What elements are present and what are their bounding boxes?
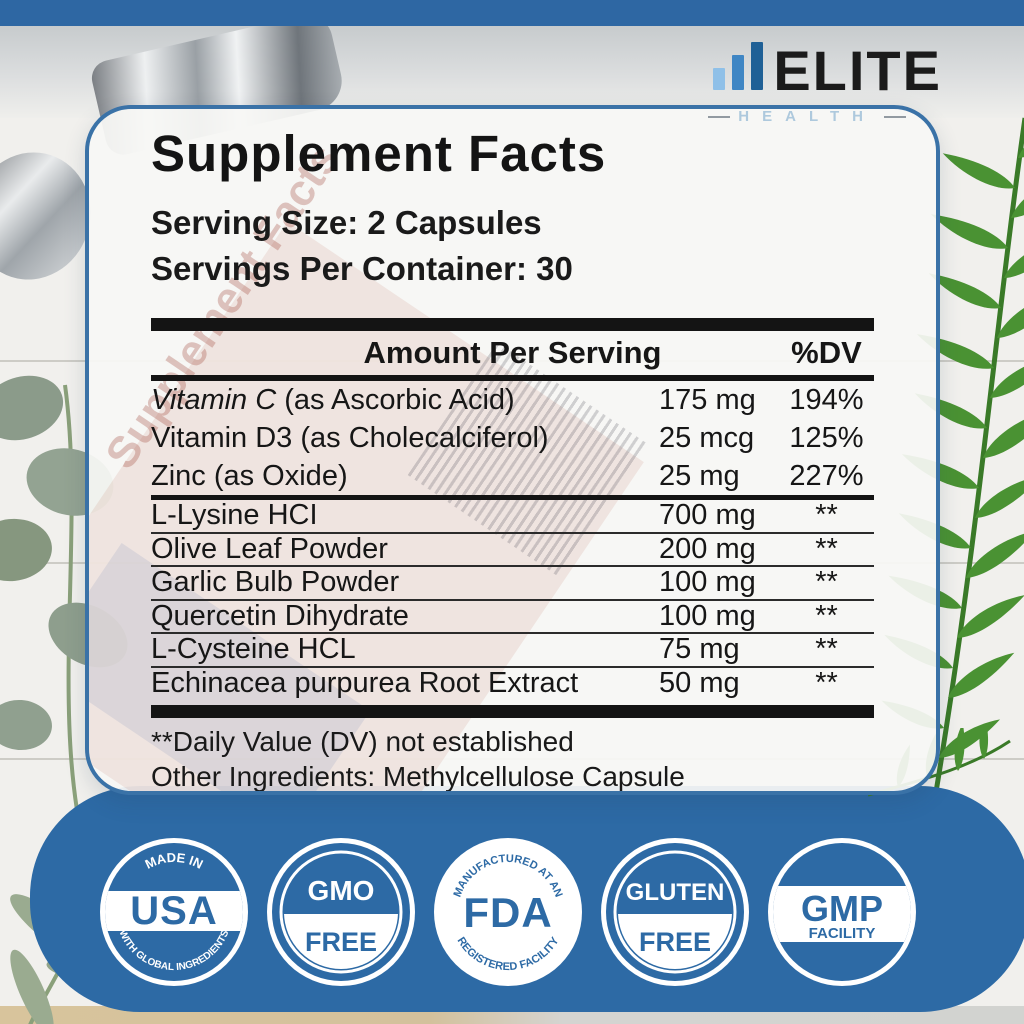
ingredient-amount: 25 mg xyxy=(659,459,740,492)
supplement-facts-title: Supplement Facts xyxy=(151,125,607,182)
svg-text:FDA: FDA xyxy=(463,889,552,936)
bar-chart-icon xyxy=(713,42,764,90)
table-row: Zinc (as Oxide) 25 mg 227% xyxy=(151,457,874,495)
ingredient-name: Vitamin D3 (as Cholecalciferol) xyxy=(151,421,549,454)
svg-text:USA: USA xyxy=(130,889,217,933)
divider-bar xyxy=(151,318,874,332)
divider-line xyxy=(151,665,874,668)
ingredient-name: Quercetin Dihydrate xyxy=(151,599,409,632)
ingredient-name: Garlic Bulb Powder xyxy=(151,566,400,599)
ingredient-amount: 100 mg xyxy=(659,566,756,599)
amount-per-serving-header: Amount Per Serving xyxy=(363,335,662,371)
ingredient-dv: ** xyxy=(815,599,838,632)
brand-tagline: HEALTH xyxy=(700,108,914,125)
svg-text:GLUTEN: GLUTEN xyxy=(626,879,725,906)
gmo-free-badge: GMO FREE xyxy=(267,838,415,986)
table-row: Echinacea purpurea Root Extract 50 mg ** xyxy=(151,666,874,700)
ingredient-dv: 125% xyxy=(789,421,864,454)
ingredient-amount: 25 mcg xyxy=(659,421,755,454)
ingredient-amount: 200 mg xyxy=(659,532,756,565)
ingredient-name: L-Cysteine HCL xyxy=(151,633,356,666)
table-row: L-Lysine HCI 700 mg ** xyxy=(151,499,874,532)
ingredient-name: Vitamin C (as Ascorbic Acid) xyxy=(151,383,515,416)
table-header: Amount Per Serving %DV xyxy=(151,331,874,375)
table-row: Olive Leaf Powder 200 mg ** xyxy=(151,532,874,566)
divider-bar xyxy=(151,705,874,719)
ingredient-name: Olive Leaf Powder xyxy=(151,532,388,565)
ingredient-amount: 100 mg xyxy=(659,599,756,632)
ingredient-dv: ** xyxy=(815,633,838,666)
divider-bar xyxy=(151,375,874,382)
gluten-free-badge: GLUTEN FREE xyxy=(601,838,749,986)
divider-line xyxy=(151,598,874,601)
ingredient-dv: ** xyxy=(815,666,838,699)
table-row: Vitamin D3 (as Cholecalciferol) 25 mcg 1… xyxy=(151,419,874,457)
supplement-facts-card: Supplement Facts Supplement Facts Servin… xyxy=(85,105,940,795)
svg-text:FREE: FREE xyxy=(639,927,711,957)
ingredient-amount: 175 mg xyxy=(659,383,756,416)
made-in-usa-badge: MADE IN USA WITH GLOBAL INGREDIENTS xyxy=(100,838,248,986)
table-row: Quercetin Dihydrate 100 mg ** xyxy=(151,599,874,633)
divider-line xyxy=(151,632,874,635)
ingredient-dv: 227% xyxy=(789,459,864,492)
svg-text:MADE IN: MADE IN xyxy=(143,850,206,872)
fda-registered-badge: MANUFACTURED AT AN FDA REGISTERED FACILI… xyxy=(434,838,582,986)
serving-size-line: Serving Size: 2 Capsules xyxy=(151,203,542,241)
table-row: Garlic Bulb Powder 100 mg ** xyxy=(151,566,874,599)
ingredient-name: Echinacea purpurea Root Extract xyxy=(151,666,579,699)
ingredient-amount: 700 mg xyxy=(659,499,756,532)
gmp-facility-badge: GMP FACILITY xyxy=(768,838,916,986)
ingredient-name: Zinc (as Oxide) xyxy=(151,459,348,492)
svg-text:FACILITY: FACILITY xyxy=(809,925,876,942)
brand-name: ELITE xyxy=(773,38,942,102)
svg-text:FREE: FREE xyxy=(305,927,377,957)
brand-logo: ELITE xyxy=(713,38,942,102)
svg-text:GMO: GMO xyxy=(308,875,375,906)
ingredient-amount: 50 mg xyxy=(659,666,740,699)
ingredient-name: L-Lysine HCI xyxy=(151,499,318,532)
divider-line xyxy=(151,565,874,568)
svg-text:GMP: GMP xyxy=(801,888,883,929)
ingredient-amount: 75 mg xyxy=(659,633,740,666)
ingredient-dv: 194% xyxy=(789,383,864,416)
dv-footnote: **Daily Value (DV) not established xyxy=(151,726,574,758)
servings-per-container-line: Servings Per Container: 30 xyxy=(151,249,573,287)
other-ingredients-footnote: Other Ingredients: Methylcellulose Capsu… xyxy=(151,760,685,792)
divider-line xyxy=(151,531,874,534)
ingredient-dv: ** xyxy=(815,532,838,565)
table-row: L-Cysteine HCL 75 mg ** xyxy=(151,633,874,666)
ingredient-dv: ** xyxy=(815,499,838,532)
divider-bar xyxy=(151,495,874,501)
dv-header: %DV xyxy=(791,335,862,371)
fern-plant xyxy=(879,108,1024,799)
badges-panel: MADE IN USA WITH GLOBAL INGREDIENTS GMO … xyxy=(30,786,1024,1012)
top-accent-bar xyxy=(0,0,1024,26)
table-row: Vitamin C (as Ascorbic Acid) 175 mg 194% xyxy=(151,381,874,419)
ingredient-dv: ** xyxy=(815,566,838,599)
